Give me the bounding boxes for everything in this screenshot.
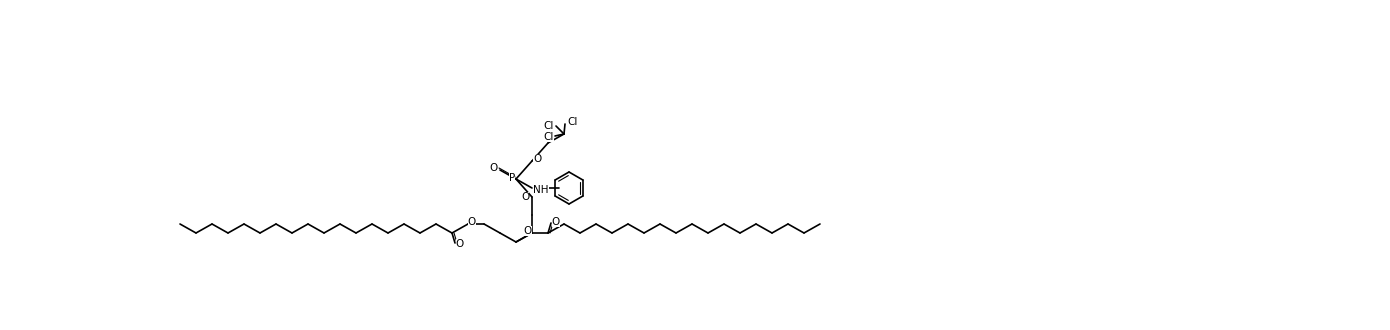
Text: O: O [552,217,560,227]
Text: O: O [521,192,530,202]
Text: O: O [524,226,532,236]
Text: O: O [456,239,464,249]
Text: O: O [532,154,541,164]
Text: O: O [468,217,477,227]
Text: Cl: Cl [543,121,555,131]
Text: P: P [509,173,516,183]
Text: Cl: Cl [567,117,577,127]
Text: O: O [489,163,498,173]
Text: NH: NH [534,185,549,195]
Text: Cl: Cl [543,132,555,142]
